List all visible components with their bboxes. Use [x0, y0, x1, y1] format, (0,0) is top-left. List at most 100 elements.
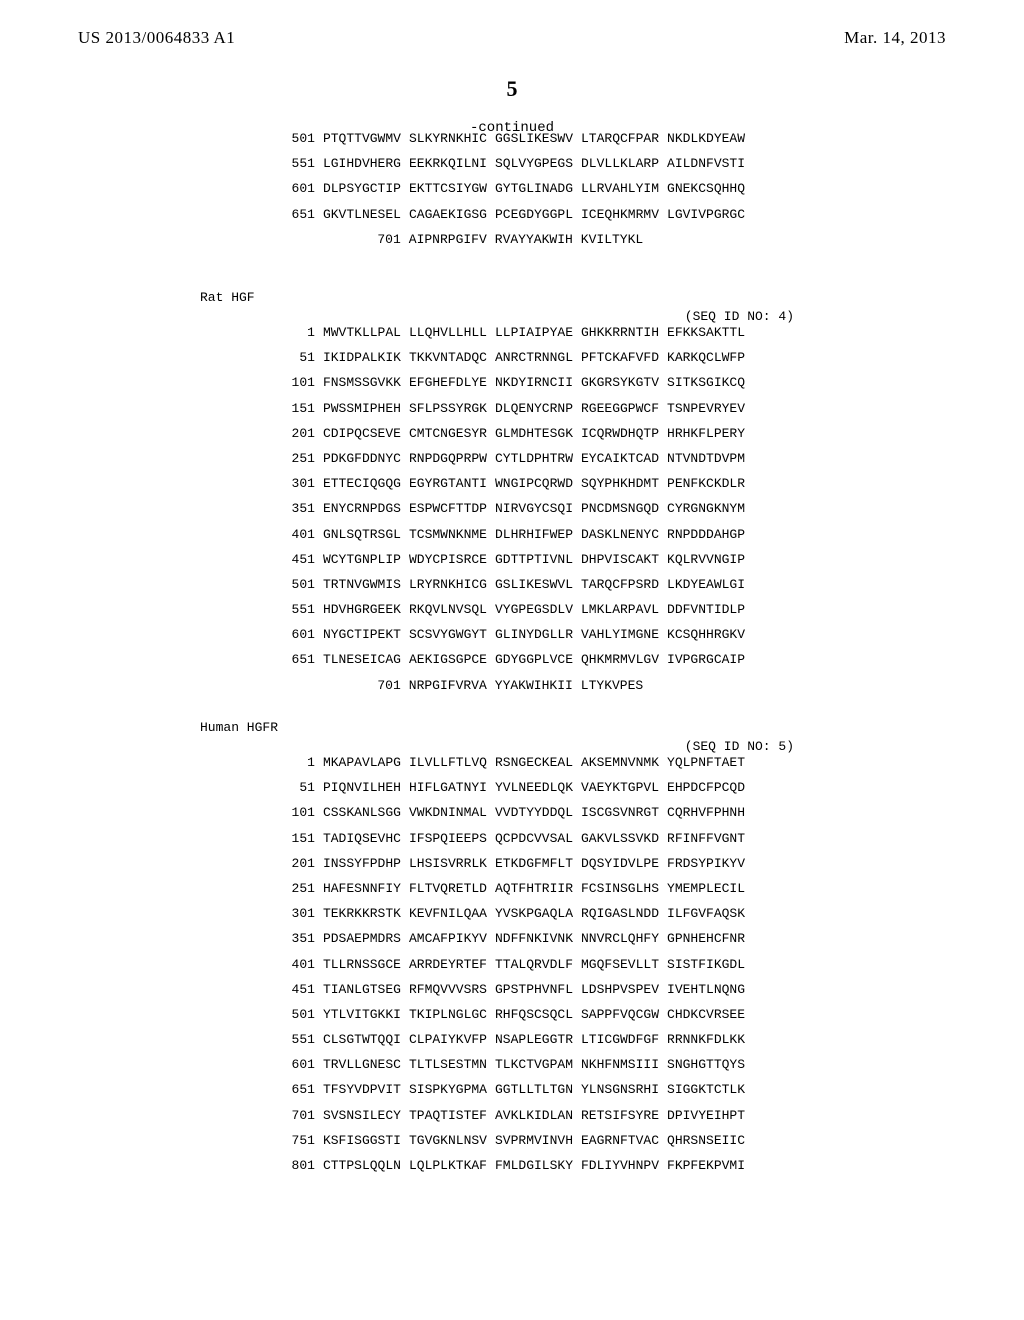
sequence-row: 201CDIPQCSEVECMTCNGESYRGLMDHTESGKICQRWDH… — [271, 427, 753, 440]
sequence-chunk: YLNSGNSRHI — [581, 1083, 667, 1096]
sequence-chunk: NRPGIFVRVA — [409, 679, 495, 692]
sequence-chunk: PWSSMIPHEH — [323, 402, 409, 415]
sequence-chunk: KARKQCLWFP — [667, 351, 753, 364]
sequence-row: 701NRPGIFVRVAYYAKWIHKIILTYKVPES — [357, 679, 667, 692]
sequence-chunk: SITKSGIKCQ — [667, 376, 753, 389]
sequence-chunk: TTALQRVDLF — [495, 958, 581, 971]
sequence-chunk: EGYRGTANTI — [409, 477, 495, 490]
sequence-chunk: DQSYIDVLPE — [581, 857, 667, 870]
sequence-row: 401TLLRNSSGCEARRDEYRTEFTTALQRVDLFMGQFSEV… — [271, 958, 753, 971]
sequence-chunk: YMEMPLECIL — [667, 882, 753, 895]
sequence-chunk: SVSNSILECY — [323, 1109, 409, 1122]
sequence-chunk: WCYTGNPLIP — [323, 553, 409, 566]
sequence-chunk: GGSLIKESWV — [495, 132, 581, 145]
sequence-chunk: GHKKRRNTIH — [581, 326, 667, 339]
sequence-chunk: RFMQVVVSRS — [409, 983, 495, 996]
sequence-chunk: RKQVLNVSQL — [409, 603, 495, 616]
sequence-chunk — [659, 233, 667, 246]
sequence-chunk: LHSISVRRLK — [409, 857, 495, 870]
sequence-chunk: CMTCNGESYR — [409, 427, 495, 440]
sequence-block-1: 501PTQTTVGWMVSLKYRNKHICGGSLIKESWVLTARQCF… — [0, 132, 1024, 258]
sequence-chunk: NKDLKDYEAW — [667, 132, 753, 145]
sequence-chunk: LTYKVPES — [581, 679, 651, 692]
sequence-chunk: RHFQSCSQCL — [495, 1008, 581, 1021]
sequence-row: 601TRVLLGNESCTLTLSESTMNTLKCTVGPAMNKHFNMS… — [271, 1058, 753, 1071]
sequence-position: 501 — [271, 1008, 323, 1021]
sequence-chunk: PIQNVILHEH — [323, 781, 409, 794]
sequence-chunk: ILVLLFTLVQ — [409, 756, 495, 769]
sequence-position: 451 — [271, 983, 323, 996]
sequence-chunk: GLINYDGLLR — [495, 628, 581, 641]
sequence-position: 551 — [271, 1033, 323, 1046]
sequence-row: 701SVSNSILECYTPAQTISTEFAVKLKIDLANRETSIFS… — [271, 1109, 753, 1122]
sequence-chunk: FKPFEKPVMI — [667, 1159, 753, 1172]
sequence-position: 751 — [271, 1134, 323, 1147]
sequence-chunk: EAGRNFTVAC — [581, 1134, 667, 1147]
sequence-chunk: EFGHEFDLYE — [409, 376, 495, 389]
sequence-row: 151TADIQSEVHCIFSPQIEEPSQCPDCVVSALGAKVLSS… — [271, 832, 753, 845]
sequence-row: 651TLNESEICAGAEKIGSGPCEGDYGGPLVCEQHKMRMV… — [271, 653, 753, 666]
sequence-chunk: PDKGFDDNYC — [323, 452, 409, 465]
sequence-position: 201 — [271, 427, 323, 440]
sequence-position: 301 — [271, 477, 323, 490]
sequence-chunk: GKVTLNESEL — [323, 208, 409, 221]
sequence-chunk: NTVNDTDVPM — [667, 452, 753, 465]
sequence-position: 601 — [271, 1058, 323, 1071]
sequence-position: 401 — [271, 958, 323, 971]
sequence-chunk: GDTTPTIVNL — [495, 553, 581, 566]
sequence-chunk: CHDKCVRSEE — [667, 1008, 753, 1021]
sequence-chunk: LTICGWDFGF — [581, 1033, 667, 1046]
sequence-chunk: GGTLLTLTGN — [495, 1083, 581, 1096]
sequence-chunk: CSSKANLSGG — [323, 806, 409, 819]
sequence-chunk: ETTECIQGQG — [323, 477, 409, 490]
sequence-chunk: SLKYRNKHIC — [409, 132, 495, 145]
sequence-chunk: GSLIKESWVL — [495, 578, 581, 591]
sequence-position: 351 — [271, 932, 323, 945]
sequence-chunk: CLSGTWTQQI — [323, 1033, 409, 1046]
sequence-chunk: AEKIGSGPCE — [409, 653, 495, 666]
sequence-chunk: DHPVISCAKT — [581, 553, 667, 566]
sequence-chunk: TLTLSESTMN — [409, 1058, 495, 1071]
sequence-chunk: FNSMSSGVKK — [323, 376, 409, 389]
sequence-chunk: TRVLLGNESC — [323, 1058, 409, 1071]
sequence-chunk: AKSEMNVNMK — [581, 756, 667, 769]
sequence-chunk: CLPAIYKVFP — [409, 1033, 495, 1046]
sequence-chunk: NYGCTIPEKT — [323, 628, 409, 641]
sequence-chunk: TPAQTISTEF — [409, 1109, 495, 1122]
sequence-chunk: SISTFIKGDL — [667, 958, 753, 971]
sequence-chunk: GKGRSYKGTV — [581, 376, 667, 389]
sequence-row: 101FNSMSSGVKKEFGHEFDLYENKDYIRNCIIGKGRSYK… — [271, 376, 753, 389]
sequence-chunk: SNGHGTTQYS — [667, 1058, 753, 1071]
sequence-chunk — [651, 679, 659, 692]
sequence-chunk: ICEQHKMRMV — [581, 208, 667, 221]
sequence-row: 751KSFISGGSTITGVGKNLNSVSVPRMVINVHEAGRNFT… — [271, 1134, 753, 1147]
sequence-row: 801CTTPSLQQLNLQLPLKTKAFFMLDGILSKYFDLIYVH… — [271, 1159, 753, 1172]
sequence-chunk: HRHKFLPERY — [667, 427, 753, 440]
sequence-chunk: EEKRKQILNI — [409, 157, 495, 170]
sequence-position: 1 — [271, 326, 323, 339]
sequence-chunk: YYAKWIHKII — [495, 679, 581, 692]
sequence-chunk: PCEGDYGGPL — [495, 208, 581, 221]
sequence-row: 551CLSGTWTQQICLPAIYKVFPNSAPLEGGTRLTICGWD… — [271, 1033, 753, 1046]
sequence-chunk: SQYPHKHDMT — [581, 477, 667, 490]
sequence-chunk: FRDSYPIKYV — [667, 857, 753, 870]
sequence-chunk: LTARQCFPAR — [581, 132, 667, 145]
sequence-chunk: LGIHDVHERG — [323, 157, 409, 170]
sequence-row: 1MKAPAVLAPGILVLLFTLVQRSNGECKEALAKSEMNVNM… — [271, 756, 753, 769]
sequence-row: 501PTQTTVGWMVSLKYRNKHICGGSLIKESWVLTARQCF… — [271, 132, 753, 145]
sequence-row: 251HAFESNNFIYFLTVQRETLDAQTFHTRIIRFCSINSG… — [271, 882, 753, 895]
sequence-row: 301TEKRKKRSTKKEVFNILQAAYVSKPGAQLARQIGASL… — [271, 907, 753, 920]
sequence-chunk: NKHFNMSIII — [581, 1058, 667, 1071]
sequence-chunk: IVPGRGCAIP — [667, 653, 753, 666]
sequence-chunk: FCSINSGLHS — [581, 882, 667, 895]
sequence-chunk: CAGAEKIGSG — [409, 208, 495, 221]
sequence-chunk: NSAPLEGGTR — [495, 1033, 581, 1046]
sequence-row: 501YTLVITGKKITKIPLNGLGCRHFQSCSQCLSAPPFVQ… — [271, 1008, 753, 1021]
sequence-chunk: TKKVNTADQC — [409, 351, 495, 364]
sequence-position: 501 — [271, 578, 323, 591]
sequence-chunk: AILDNFVSTI — [667, 157, 753, 170]
sequence-chunk: TKIPLNGLGC — [409, 1008, 495, 1021]
sequence-chunk: QCPDCVVSAL — [495, 832, 581, 845]
sequence-chunk: NNVRCLQHFY — [581, 932, 667, 945]
sequence-chunk: TCSMWNKNME — [409, 528, 495, 541]
